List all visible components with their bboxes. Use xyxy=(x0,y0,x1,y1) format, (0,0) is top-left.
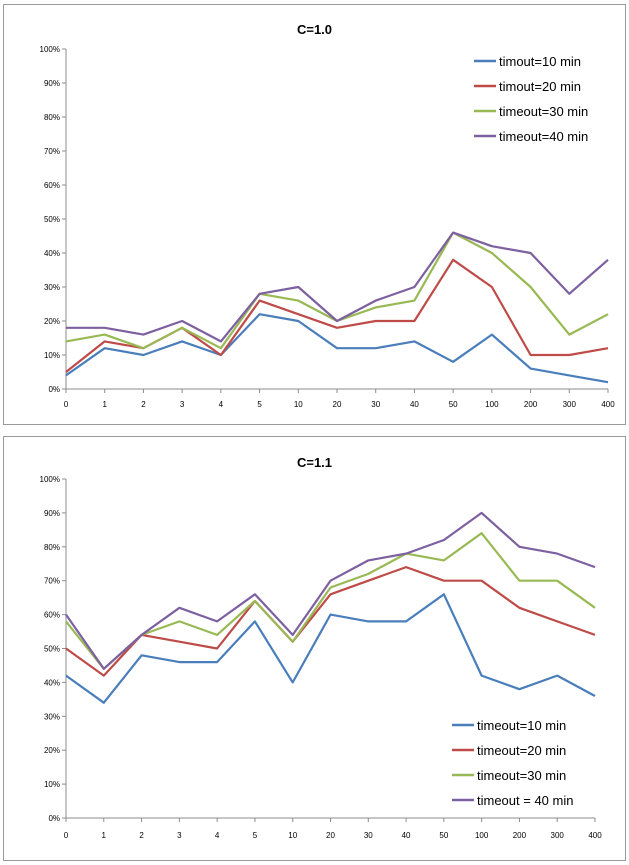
series-line-2 xyxy=(65,258,609,373)
x-tick-label: 400 xyxy=(588,831,602,840)
legend-label: timout=10 min xyxy=(499,54,581,69)
series-line-2 xyxy=(65,566,596,677)
y-tick-label: 60% xyxy=(44,611,60,620)
chart-panel-c1-1: C=1.1 0% 10% 20% 30% 40% 50% 60% 70% 80% 90% 100% 0 1… xyxy=(3,436,626,861)
y-tick-label: 90% xyxy=(44,79,60,88)
y-tick-label: 10% xyxy=(44,351,60,360)
series-line-3 xyxy=(65,532,596,670)
x-tick-label: 4 xyxy=(219,400,224,409)
y-tick-label: 80% xyxy=(44,543,60,552)
x-tick-label: 300 xyxy=(551,831,565,840)
legend-label: timeout=40 min xyxy=(499,129,588,144)
y-tick-label: 30% xyxy=(44,712,60,721)
y-tick-label: 40% xyxy=(44,678,60,687)
y-tick-label: 40% xyxy=(44,249,60,258)
x-tick-label: 3 xyxy=(180,400,185,409)
y-tick-label: 0% xyxy=(48,814,60,823)
series-line-1 xyxy=(65,593,596,704)
x-tick-label: 2 xyxy=(141,400,146,409)
x-tick-label: 20 xyxy=(333,400,342,409)
legend: timeout=10 min timeout=20 min timeout=30 m… xyxy=(452,718,573,808)
chart-panel-c1-0: C=1.0 0% 10% 20% 30% 40% 50% 60% 70% 80% 90% 100% 0 1… xyxy=(3,4,626,425)
x-tick-label: 200 xyxy=(524,400,538,409)
y-tick-label: 100% xyxy=(40,475,60,484)
chart-title: C=1.0 xyxy=(297,22,332,37)
x-tick-label: 200 xyxy=(513,831,527,840)
y-tick-label: 0% xyxy=(48,385,60,394)
x-tick-label: 2 xyxy=(139,831,144,840)
line-chart: C=1.0 0% 10% 20% 30% 40% 50% 60% 70% 80% 90% 100% 0 1… xyxy=(40,22,616,409)
x-tick-label: 30 xyxy=(371,400,380,409)
x-tick-label: 1 xyxy=(102,400,107,409)
x-tick-label: 1 xyxy=(102,831,107,840)
legend-label: timeout=30 min xyxy=(477,768,566,783)
x-tick-label: 10 xyxy=(294,400,303,409)
legend-label: timeout=20 min xyxy=(477,743,566,758)
y-tick-label: 50% xyxy=(44,215,60,224)
x-tick-label: 400 xyxy=(601,400,615,409)
x-tick-label: 0 xyxy=(64,831,69,840)
x-tick-label: 20 xyxy=(326,831,335,840)
y-tick-label: 20% xyxy=(44,746,60,755)
x-tick-label: 30 xyxy=(364,831,373,840)
series-line-3 xyxy=(65,231,609,350)
line-chart: C=1.1 0% 10% 20% 30% 40% 50% 60% 70% 80% 90% 100% 0 1… xyxy=(40,455,603,840)
x-tick-label: 5 xyxy=(257,400,262,409)
y-tick-label: 50% xyxy=(44,645,60,654)
y-tick-label: 80% xyxy=(44,113,60,122)
x-tick-label: 40 xyxy=(410,400,419,409)
x-tick-label: 0 xyxy=(64,400,69,409)
x-tick-label: 100 xyxy=(475,831,489,840)
series-line-1 xyxy=(65,313,609,384)
x-tick-label: 50 xyxy=(449,400,458,409)
y-tick-label: 10% xyxy=(44,780,60,789)
y-tick-label: 30% xyxy=(44,283,60,292)
legend: timout=10 min timout=20 min timeout=30 min… xyxy=(474,54,588,144)
x-tick-label: 50 xyxy=(439,831,448,840)
legend-label: timeout=10 min xyxy=(477,718,566,733)
y-tick-label: 20% xyxy=(44,317,60,326)
legend-label: timeout = 40 min xyxy=(477,793,573,808)
x-tick-label: 100 xyxy=(485,400,499,409)
x-tick-label: 300 xyxy=(563,400,577,409)
y-tick-label: 90% xyxy=(44,509,60,518)
y-tick-label: 100% xyxy=(40,45,60,54)
series-line-4 xyxy=(66,231,609,343)
y-tick-label: 70% xyxy=(44,577,60,586)
x-tick-label: 10 xyxy=(288,831,297,840)
legend-label: timeout=30 min xyxy=(499,104,588,119)
series-line-4 xyxy=(65,511,596,670)
x-tick-label: 4 xyxy=(215,831,220,840)
legend-label: timout=20 min xyxy=(499,79,581,94)
y-tick-label: 70% xyxy=(44,147,60,156)
chart-title: C=1.1 xyxy=(297,455,332,470)
x-tick-label: 5 xyxy=(253,831,258,840)
x-tick-label: 3 xyxy=(177,831,182,840)
x-tick-label: 40 xyxy=(402,831,411,840)
y-tick-label: 60% xyxy=(44,181,60,190)
